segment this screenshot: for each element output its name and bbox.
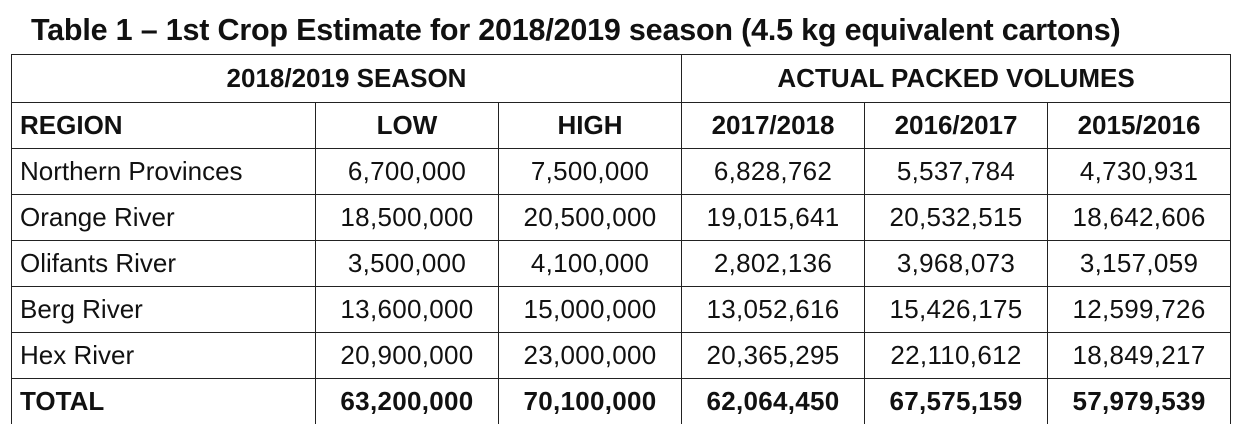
value-cell: 23,000,000: [497, 332, 683, 379]
crop-estimate-table: 2018/2019 SEASON ACTUAL PACKED VOLUMES R…: [10, 54, 1232, 424]
value-cell: 7,500,000: [497, 148, 683, 195]
value-cell: 4,100,000: [497, 240, 683, 287]
value-cell: 18,642,606: [1047, 194, 1232, 241]
value-cell: 20,900,000: [315, 332, 499, 379]
value-cell: 20,500,000: [497, 194, 683, 241]
region-cell: Northern Provinces: [11, 148, 316, 195]
table-row: Olifants River 3,500,000 4,100,000 2,802…: [11, 240, 1232, 287]
total-value-cell: 67,575,159: [864, 378, 1049, 424]
value-cell: 3,157,059: [1047, 240, 1232, 287]
value-cell: 6,700,000: [315, 148, 499, 195]
value-cell: 18,500,000: [315, 194, 499, 241]
table-caption: Table 1 – 1st Crop Estimate for 2018/201…: [31, 13, 1121, 47]
table-row: Orange River 18,500,000 20,500,000 19,01…: [11, 194, 1232, 241]
value-cell: 20,532,515: [864, 194, 1049, 241]
value-cell: 20,365,295: [681, 332, 866, 379]
table-row: Hex River 20,900,000 23,000,000 20,365,2…: [11, 332, 1232, 379]
value-cell: 12,599,726: [1047, 286, 1232, 333]
value-cell: 13,600,000: [315, 286, 499, 333]
region-cell: Hex River: [11, 332, 316, 379]
value-cell: 19,015,641: [681, 194, 866, 241]
column-header-region: REGION: [11, 102, 316, 149]
table-row: Berg River 13,600,000 15,000,000 13,052,…: [11, 286, 1232, 333]
column-header-row: REGION LOW HIGH 2017/2018 2016/2017 2015…: [11, 102, 1232, 149]
value-cell: 3,968,073: [864, 240, 1049, 287]
total-value-cell: 57,979,539: [1047, 378, 1232, 424]
group-header-row: 2018/2019 SEASON ACTUAL PACKED VOLUMES: [10, 54, 1232, 103]
region-cell: Olifants River: [11, 240, 316, 287]
value-cell: 6,828,762: [681, 148, 866, 195]
group-header-season: 2018/2019 SEASON: [10, 54, 683, 103]
total-label: TOTAL: [11, 378, 316, 424]
value-cell: 22,110,612: [864, 332, 1049, 379]
value-cell: 15,000,000: [497, 286, 683, 333]
region-cell: Berg River: [11, 286, 316, 333]
value-cell: 5,537,784: [864, 148, 1049, 195]
total-value-cell: 63,200,000: [315, 378, 499, 424]
column-header-high: HIGH: [497, 102, 683, 149]
column-header-2017-2018: 2017/2018: [681, 102, 866, 149]
group-header-actual: ACTUAL PACKED VOLUMES: [681, 54, 1232, 103]
value-cell: 13,052,616: [681, 286, 866, 333]
region-cell: Orange River: [11, 194, 316, 241]
total-value-cell: 62,064,450: [681, 378, 866, 424]
value-cell: 2,802,136: [681, 240, 866, 287]
column-header-2016-2017: 2016/2017: [864, 102, 1049, 149]
column-header-low: LOW: [315, 102, 499, 149]
table-row: Northern Provinces 6,700,000 7,500,000 6…: [11, 148, 1232, 195]
value-cell: 4,730,931: [1047, 148, 1232, 195]
value-cell: 3,500,000: [315, 240, 499, 287]
total-value-cell: 70,100,000: [497, 378, 683, 424]
column-header-2015-2016: 2015/2016: [1047, 102, 1232, 149]
total-row: TOTAL 63,200,000 70,100,000 62,064,450 6…: [11, 378, 1232, 424]
value-cell: 18,849,217: [1047, 332, 1232, 379]
value-cell: 15,426,175: [864, 286, 1049, 333]
